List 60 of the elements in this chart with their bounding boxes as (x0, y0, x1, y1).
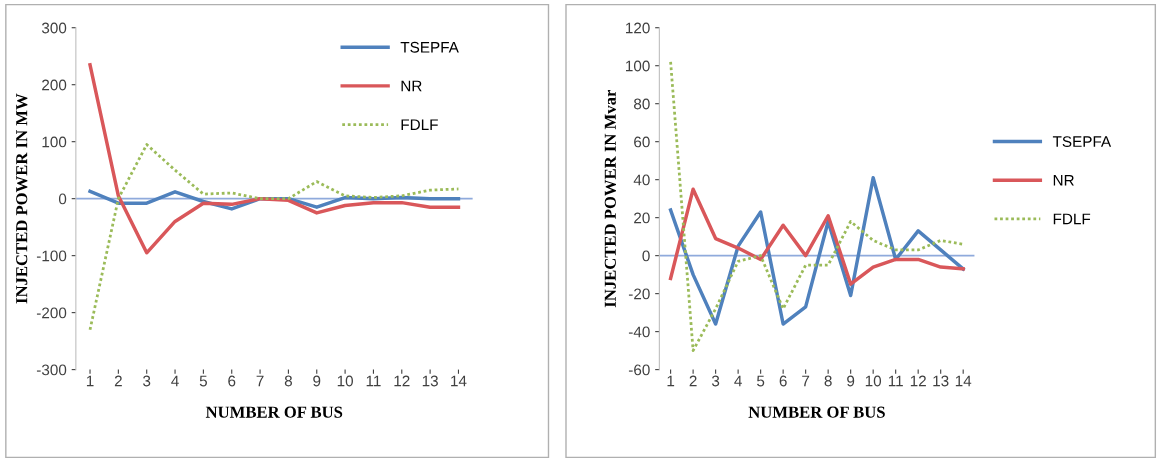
x-tick-label: 8 (824, 375, 832, 387)
y-axis-title: INJECTED POWER IN MW (16, 93, 28, 304)
y-tick-label: -200 (36, 307, 67, 319)
x-tick-label: 7 (256, 375, 264, 387)
line-series (88, 63, 461, 255)
legend-label: FDLF (401, 119, 438, 130)
y-tick-label: 100 (626, 60, 650, 72)
legend-label: TSEPFA (1052, 136, 1112, 147)
y-tick-label: 300 (41, 22, 67, 34)
x-tick-label: 14 (451, 375, 467, 387)
x-tick-label: 14 (955, 375, 972, 387)
x-tick-label: 9 (313, 375, 321, 387)
y-tick-label: 0 (642, 250, 650, 262)
y-tick-label: -100 (36, 250, 67, 262)
line-series (669, 60, 965, 352)
y-tick-label: -40 (628, 326, 650, 338)
y-tick-label: 20 (634, 212, 650, 224)
x-tick-label: 11 (366, 375, 381, 387)
x-tick-label: 12 (910, 375, 926, 387)
y-tick-label: 80 (634, 98, 650, 110)
x-tick-label: 5 (757, 375, 765, 387)
x-tick-label: 2 (114, 375, 122, 387)
y-tick-label: 100 (42, 136, 67, 148)
x-axis-title: NUMBER OF BUS (748, 406, 885, 418)
x-tick-label: 12 (394, 375, 410, 387)
line-series (668, 187, 965, 286)
x-tick-label: 1 (86, 375, 94, 387)
x-tick-label: 3 (711, 375, 720, 387)
x-tick-label: 2 (689, 375, 697, 387)
y-tick-label: 200 (42, 79, 67, 91)
x-tick-label: 13 (422, 375, 438, 387)
x-tick-label: 8 (284, 375, 292, 387)
x-tick-label: 9 (847, 375, 855, 387)
legend-label: TSEPFA (400, 41, 459, 53)
y-tick-label: 60 (634, 136, 650, 148)
x-tick-label: 13 (933, 375, 949, 387)
y-tick-label: 0 (58, 193, 67, 205)
x-axis-title: NUMBER OF BUS (205, 406, 343, 418)
y-tick-label: -60 (628, 364, 650, 376)
y-tick-label: -300 (36, 364, 67, 376)
y-axis-title: INJECTED POWER IN Mvar (604, 89, 616, 308)
x-tick-label: 10 (865, 375, 882, 387)
y-tick-label: 40 (633, 174, 650, 186)
x-tick-label: 10 (337, 375, 353, 387)
x-tick-label: 6 (228, 375, 236, 387)
line-series (88, 143, 460, 332)
legend-label: FDLF (1053, 213, 1091, 225)
x-tick-label: 5 (199, 375, 207, 387)
x-tick-label: 4 (171, 375, 179, 387)
x-tick-label: 1 (667, 375, 675, 387)
legend-label: NR (1053, 175, 1074, 186)
x-tick-label: 3 (143, 375, 151, 387)
line-series (668, 176, 965, 326)
x-tick-label: 11 (888, 375, 903, 387)
legend-label: NR (401, 80, 422, 92)
x-tick-label: 7 (802, 375, 810, 387)
y-tick-label: 120 (626, 22, 650, 34)
x-tick-label: 4 (734, 375, 742, 387)
x-tick-label: 6 (779, 375, 787, 387)
y-tick-label: -20 (628, 288, 650, 300)
